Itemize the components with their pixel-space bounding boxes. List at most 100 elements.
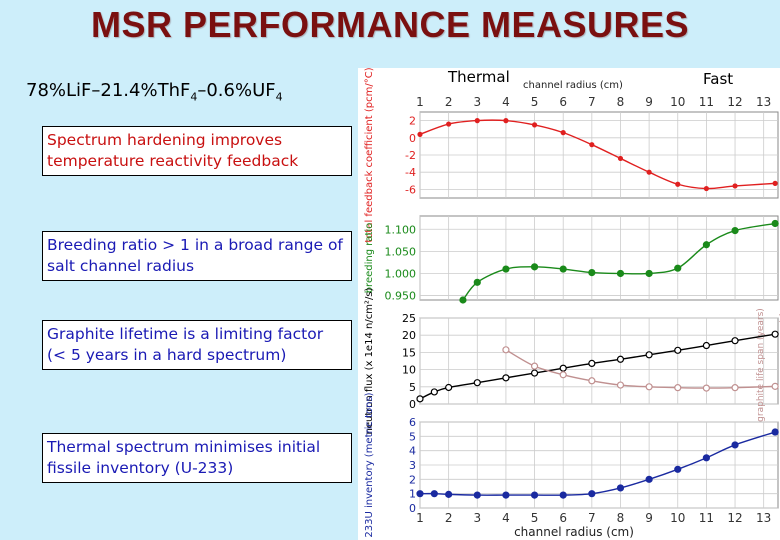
x-tick-label-bottom: 13 xyxy=(756,511,771,525)
plot-frame xyxy=(419,317,779,405)
bullet-box-graphite: Graphite lifetime is a limiting factor (… xyxy=(42,320,352,370)
x-tick-label-bottom: 11 xyxy=(699,511,714,525)
x-tick-label-bottom: 9 xyxy=(645,511,653,525)
y-axis-label: breeding ratio xyxy=(364,223,375,294)
data-point xyxy=(674,346,682,354)
thermal-label: Thermal xyxy=(446,68,512,86)
data-point xyxy=(617,155,624,162)
x-tick-label-bottom: 6 xyxy=(559,511,567,525)
data-point xyxy=(589,142,595,148)
data-point xyxy=(503,117,509,124)
y-tick-label: 25 xyxy=(402,312,416,325)
data-point xyxy=(502,374,510,382)
data-point xyxy=(616,355,625,363)
y-tick-label: 20 xyxy=(402,329,416,342)
formula-part-1: 78%LiF–21.4%ThF xyxy=(26,80,191,101)
x-tick-label-bottom: 3 xyxy=(473,511,481,525)
data-point xyxy=(771,382,779,390)
data-point xyxy=(416,395,424,403)
data-point xyxy=(771,428,779,436)
chart-panel: 1 2 3 4 5 6 7 8 9 10 11 12 13 channel radius (cm) 2 0 -2… xyxy=(358,68,780,540)
x-tick-label-top: 8 xyxy=(617,95,625,109)
x-tick-label-bottom: 2 xyxy=(445,511,453,525)
data-point xyxy=(732,183,738,189)
data-point xyxy=(474,117,480,124)
y-tick-label: -4 xyxy=(405,166,416,179)
data-point xyxy=(446,121,452,127)
chart-panel-1: 2 0 -2 -4 -6 total feedback coefficient (pcm/… xyxy=(364,68,779,243)
formula-subscript-2: 4 xyxy=(275,90,283,104)
x-axis-label-top: channel radius (cm) xyxy=(523,80,623,91)
data-point xyxy=(430,388,438,396)
y-tick-label: 5 xyxy=(409,430,416,443)
data-point xyxy=(588,490,596,498)
data-point xyxy=(559,491,567,499)
data-point xyxy=(731,337,739,345)
data-point xyxy=(616,484,625,492)
y2-tick-label: 10 xyxy=(778,312,780,325)
formula-subscript-1: 4 xyxy=(190,90,198,104)
data-point xyxy=(530,491,539,499)
y-tick-label: 1.100 xyxy=(385,223,417,236)
x-tick-label-top: 10 xyxy=(670,95,685,109)
y-tick-label: 0 xyxy=(409,398,416,411)
x-tick-label-top: 6 xyxy=(559,95,567,109)
y-tick-label: -2 xyxy=(405,149,416,162)
data-point xyxy=(559,371,567,379)
data-point xyxy=(702,341,710,350)
data-point xyxy=(416,490,424,498)
y-tick-label: 0.950 xyxy=(385,290,417,303)
data-point xyxy=(674,384,682,392)
data-point xyxy=(560,130,566,136)
slide-title: MSR PERFORMANCE MEASURES xyxy=(90,4,690,45)
x-tick-label-top: 5 xyxy=(531,95,539,109)
y-tick-label: -6 xyxy=(405,183,416,196)
x-tick-label-bottom: 12 xyxy=(727,511,742,525)
data-point xyxy=(588,268,596,277)
data-point xyxy=(731,441,739,449)
x-tick-label-top: 2 xyxy=(445,95,453,109)
y-tick-label: 2 xyxy=(409,115,416,128)
data-point xyxy=(645,383,653,391)
data-point xyxy=(645,351,653,359)
x-tick-label-bottom: 10 xyxy=(670,511,685,525)
data-point xyxy=(616,381,625,389)
x-tick-label-top: 7 xyxy=(588,95,596,109)
salt-composition-formula: 78%LiF–21.4%ThF4–0.6%UF4 xyxy=(26,80,283,104)
data-point xyxy=(588,359,596,368)
x-tick-label-top: 13 xyxy=(756,95,771,109)
y-axis-label: total feedback coefficient (pcm/°C) xyxy=(364,68,375,243)
data-point xyxy=(531,122,538,128)
y-tick-label: 10 xyxy=(402,364,416,377)
y-tick-label: 15 xyxy=(402,346,416,359)
y-tick-label: 5 xyxy=(409,381,416,394)
data-point xyxy=(473,491,481,499)
data-point xyxy=(530,362,539,370)
y-tick-label: 6 xyxy=(409,416,416,429)
data-point xyxy=(502,346,510,354)
data-point xyxy=(674,465,682,473)
y2-axis-label: graphite life span (years) xyxy=(756,308,766,422)
data-point xyxy=(559,364,567,372)
data-point xyxy=(559,265,567,273)
y-tick-label: 2 xyxy=(409,473,416,486)
chart-panel-2: 1.100 1.050 1.000 0.950 breeding ratio xyxy=(364,215,779,304)
data-point xyxy=(502,265,510,273)
y-tick-label: 0 xyxy=(409,502,416,515)
data-point xyxy=(502,491,510,499)
x-tick-label-top: 11 xyxy=(699,95,714,109)
data-point xyxy=(445,383,453,392)
x-tick-label-bottom: 1 xyxy=(416,511,424,525)
x-tick-label-top: 9 xyxy=(645,95,653,109)
data-point xyxy=(731,226,739,235)
plot-frame xyxy=(419,215,779,301)
data-point xyxy=(731,384,739,392)
y-tick-label: 1.000 xyxy=(385,267,417,280)
x-axis-label-bottom: channel radius (cm) xyxy=(514,525,634,539)
data-point xyxy=(646,169,652,175)
chart-panel-3: 25 20 15 10 5 0 neutron flux (x 1e14 n/cm²/s) 1… xyxy=(364,287,780,434)
fast-label: Fast xyxy=(703,70,734,88)
y-tick-label: 4 xyxy=(409,445,416,458)
